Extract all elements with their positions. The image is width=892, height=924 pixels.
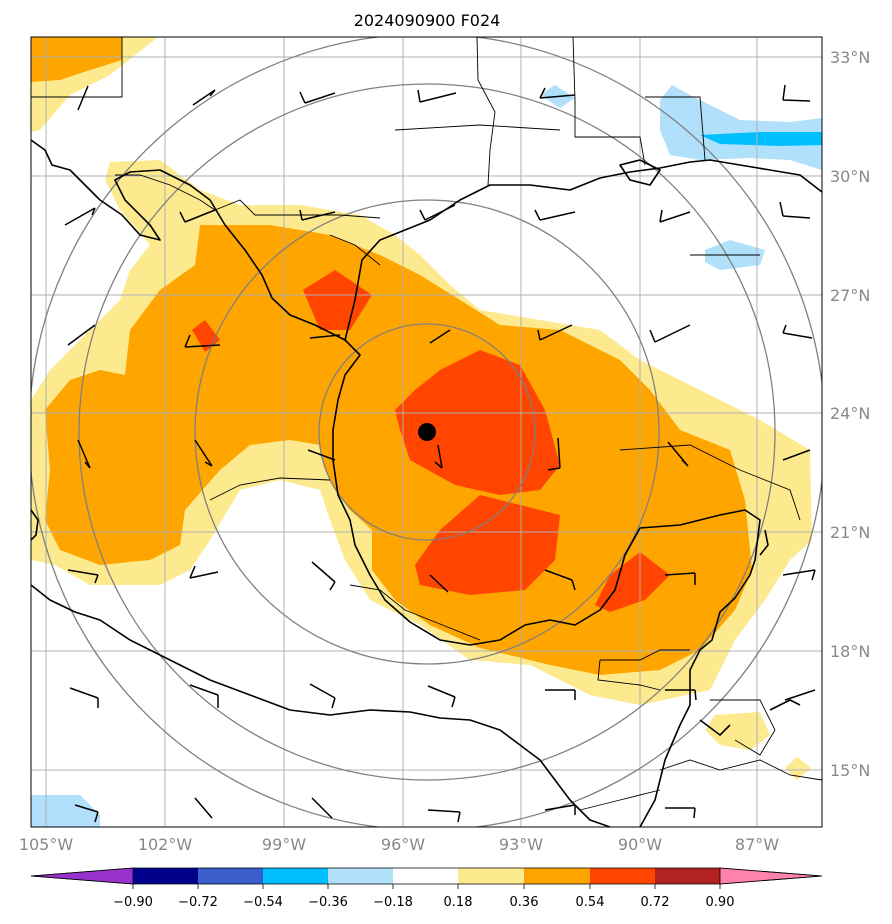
map-panel bbox=[31, 37, 822, 827]
lat-label: 27°N bbox=[830, 286, 870, 305]
colorbar-label: −0.54 bbox=[243, 895, 283, 910]
colorbar-segment bbox=[393, 868, 458, 884]
lat-label: 33°N bbox=[830, 48, 870, 67]
lat-label: 24°N bbox=[830, 404, 870, 423]
lat-label: 30°N bbox=[830, 167, 870, 186]
lon-label: 99°W bbox=[262, 835, 306, 854]
coastlines bbox=[31, 139, 822, 827]
shading-red-orange bbox=[192, 270, 670, 612]
colorbar-segment bbox=[328, 868, 393, 884]
map-title: 2024090900 F024 bbox=[354, 11, 501, 30]
colorbar-segment bbox=[458, 868, 524, 884]
shading-orange bbox=[31, 37, 752, 675]
lon-label: 105°W bbox=[19, 835, 74, 854]
colorbar: −0.90 −0.72 −0.54 −0.36 −0.18 0.18 0.36 … bbox=[30, 867, 823, 910]
colorbar-label: −0.36 bbox=[308, 895, 348, 910]
lon-label: 93°W bbox=[499, 835, 543, 854]
lat-label: 21°N bbox=[830, 523, 870, 542]
colorbar-segment bbox=[263, 868, 328, 884]
colorbar-label: 0.72 bbox=[641, 895, 670, 910]
range-rings bbox=[31, 37, 822, 827]
borders bbox=[31, 37, 822, 811]
lat-label: 15°N bbox=[830, 761, 870, 780]
colorbar-label: 0.18 bbox=[444, 895, 473, 910]
colorbar-arrow-low bbox=[30, 867, 134, 885]
lon-labels: 105°W 102°W 99°W 96°W 93°W 90°W 87°W bbox=[19, 835, 779, 854]
lon-label: 87°W bbox=[735, 835, 779, 854]
colorbar-label: 0.54 bbox=[576, 895, 605, 910]
colorbar-label: −0.18 bbox=[373, 895, 413, 910]
shading-blue bbox=[700, 132, 822, 146]
colorbar-segment bbox=[655, 868, 720, 884]
gridlines bbox=[31, 37, 822, 827]
colorbar-segment bbox=[524, 868, 590, 884]
lon-label: 96°W bbox=[381, 835, 425, 854]
colorbar-label: −0.72 bbox=[178, 895, 218, 910]
colorbar-segment bbox=[133, 868, 198, 884]
colorbar-segment bbox=[198, 868, 263, 884]
lat-label: 18°N bbox=[830, 642, 870, 661]
lon-label: 90°W bbox=[618, 835, 662, 854]
storm-center-marker bbox=[418, 423, 436, 441]
colorbar-arrow-high bbox=[719, 867, 823, 885]
colorbar-label: 0.36 bbox=[510, 895, 539, 910]
lon-label: 102°W bbox=[138, 835, 193, 854]
lat-labels: 33°N 30°N 27°N 24°N 21°N 18°N 15°N bbox=[830, 48, 870, 780]
colorbar-segment bbox=[590, 868, 655, 884]
wind-barbs bbox=[64, 84, 816, 823]
colorbar-label: −0.90 bbox=[113, 895, 153, 910]
map-frame bbox=[30, 36, 823, 828]
colorbar-label: 0.90 bbox=[706, 895, 735, 910]
